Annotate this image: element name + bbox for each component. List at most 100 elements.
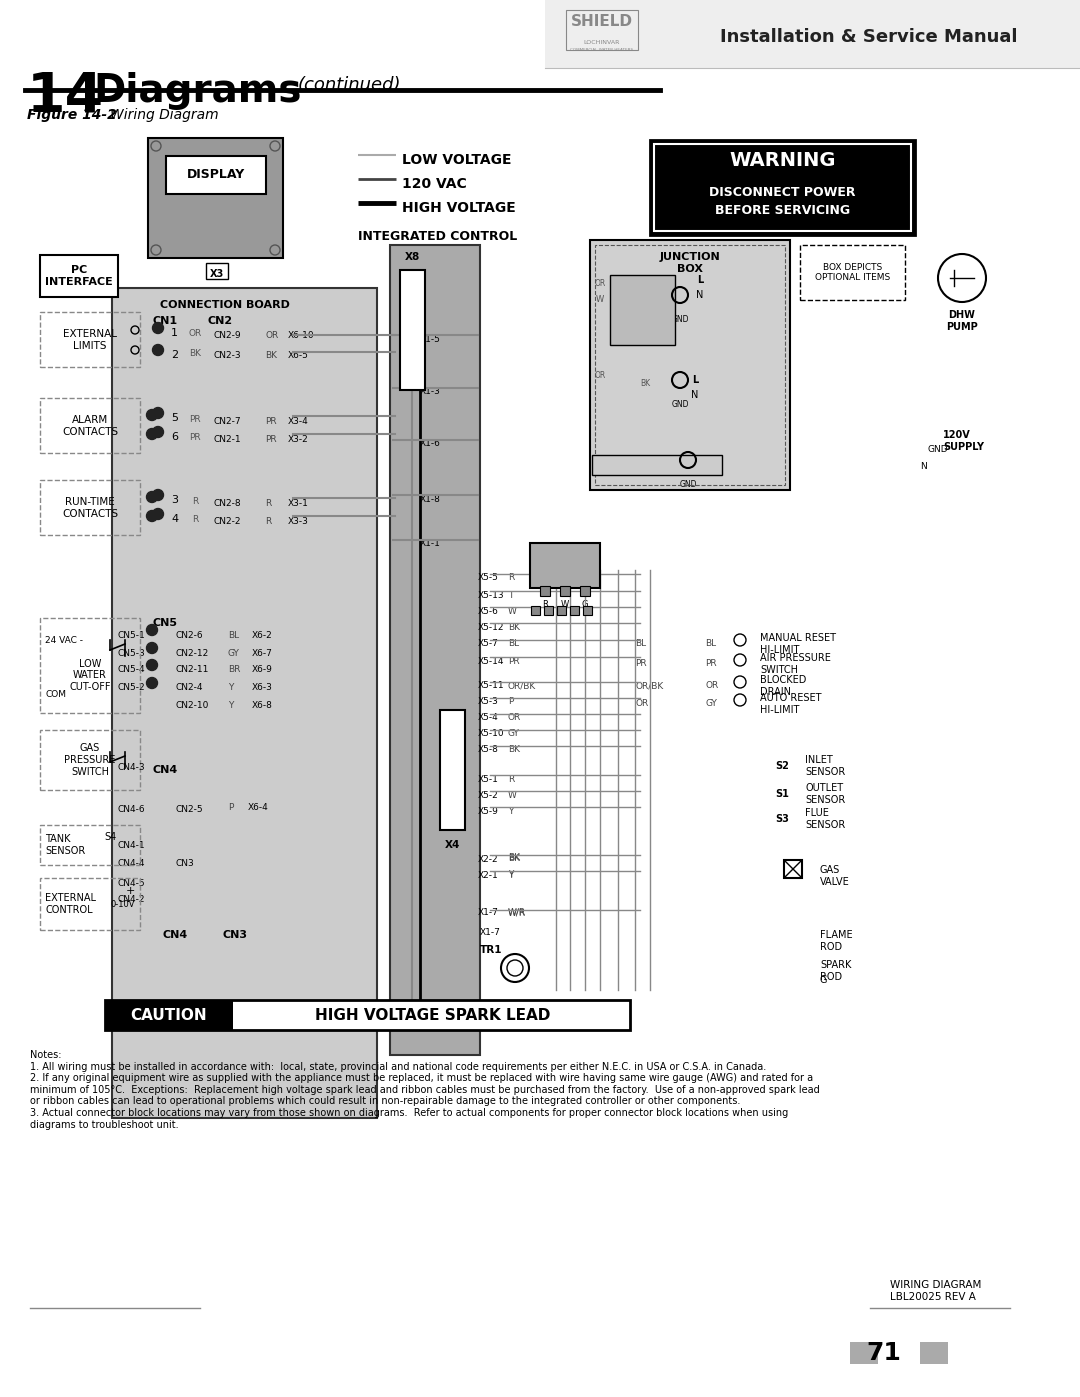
Text: X1-6: X1-6 bbox=[419, 440, 441, 448]
Text: OR: OR bbox=[188, 330, 202, 338]
Text: W: W bbox=[626, 296, 634, 305]
Text: BK: BK bbox=[508, 623, 519, 631]
Text: G: G bbox=[582, 599, 589, 609]
Text: G: G bbox=[820, 975, 827, 985]
Bar bbox=[531, 606, 540, 615]
Text: AUTO RESET
HI-LIMIT: AUTO RESET HI-LIMIT bbox=[760, 693, 822, 715]
Text: PR: PR bbox=[635, 659, 647, 669]
Text: R: R bbox=[508, 774, 514, 784]
Text: X3-1: X3-1 bbox=[288, 499, 309, 507]
Text: CN5-1: CN5-1 bbox=[118, 630, 146, 640]
Bar bbox=[440, 710, 465, 830]
Text: CN4-5: CN4-5 bbox=[118, 879, 146, 887]
Text: CN5: CN5 bbox=[152, 617, 177, 629]
Text: CN3: CN3 bbox=[222, 930, 247, 940]
Text: OR/BK: OR/BK bbox=[508, 682, 537, 690]
Text: Notes:
1. All wiring must be installed in accordance with:  local, state, provin: Notes: 1. All wiring must be installed i… bbox=[30, 1051, 820, 1130]
Text: Diagrams: Diagrams bbox=[93, 73, 301, 110]
Text: FLUE
SENSOR: FLUE SENSOR bbox=[805, 809, 846, 830]
Text: X6-3: X6-3 bbox=[252, 683, 273, 693]
Bar bbox=[566, 10, 638, 50]
Text: INLET
SENSOR: INLET SENSOR bbox=[805, 756, 846, 777]
Text: OR: OR bbox=[635, 700, 648, 708]
Text: LOW VOLTAGE: LOW VOLTAGE bbox=[402, 154, 512, 168]
Text: R: R bbox=[508, 574, 514, 583]
Text: CONNECTION BOARD: CONNECTION BOARD bbox=[160, 300, 289, 310]
Text: SHIELD: SHIELD bbox=[571, 14, 633, 29]
Text: X1-5: X1-5 bbox=[419, 334, 441, 344]
Bar bbox=[40, 826, 140, 865]
Circle shape bbox=[147, 510, 158, 521]
Text: CN4: CN4 bbox=[152, 766, 177, 775]
Text: PC
INTERFACE: PC INTERFACE bbox=[45, 265, 113, 286]
Text: W: W bbox=[596, 296, 604, 305]
Text: DHW
PUMP: DHW PUMP bbox=[946, 310, 977, 331]
Text: R: R bbox=[192, 496, 198, 506]
Text: L: L bbox=[697, 275, 703, 285]
Text: X6-4: X6-4 bbox=[248, 803, 269, 813]
Text: CN5-4: CN5-4 bbox=[118, 665, 146, 675]
Text: RUN-TIME
CONTACTS: RUN-TIME CONTACTS bbox=[62, 497, 118, 518]
Text: PR: PR bbox=[705, 659, 717, 669]
Text: S3: S3 bbox=[775, 814, 788, 824]
Text: L: L bbox=[692, 374, 698, 386]
Text: X5-5: X5-5 bbox=[478, 574, 499, 583]
Bar bbox=[850, 1343, 878, 1363]
Circle shape bbox=[152, 509, 163, 520]
Text: S1: S1 bbox=[775, 789, 788, 799]
Text: X1-7: X1-7 bbox=[478, 908, 499, 916]
Text: BK: BK bbox=[640, 455, 650, 464]
Bar bbox=[561, 585, 570, 597]
Bar bbox=[40, 731, 140, 789]
Text: X6-7: X6-7 bbox=[252, 648, 273, 658]
Text: LBL20025 REV A: LBL20025 REV A bbox=[890, 1292, 976, 1302]
Bar bbox=[583, 606, 592, 615]
Bar bbox=[592, 455, 723, 475]
Text: BK: BK bbox=[508, 854, 519, 862]
Bar bbox=[530, 543, 600, 588]
Text: 5: 5 bbox=[171, 414, 178, 423]
Bar bbox=[580, 585, 590, 597]
Bar bbox=[540, 585, 550, 597]
Text: BL: BL bbox=[635, 640, 646, 648]
Circle shape bbox=[270, 141, 280, 151]
Text: W/R: W/R bbox=[508, 908, 526, 916]
Text: N: N bbox=[691, 390, 699, 400]
Bar bbox=[610, 275, 675, 345]
Text: R: R bbox=[265, 517, 271, 527]
Text: BL: BL bbox=[705, 640, 716, 648]
Text: Y: Y bbox=[508, 870, 513, 880]
Text: CN5-3: CN5-3 bbox=[118, 648, 146, 658]
Bar bbox=[800, 244, 905, 300]
Text: LOW
WATER
CUT-OFF: LOW WATER CUT-OFF bbox=[69, 659, 111, 692]
Bar bbox=[595, 244, 785, 485]
Text: 14: 14 bbox=[27, 70, 104, 124]
Text: X5-9: X5-9 bbox=[478, 806, 499, 816]
Text: X5-12: X5-12 bbox=[478, 623, 504, 631]
Text: AIR PRESSURE
SWITCH: AIR PRESSURE SWITCH bbox=[760, 654, 831, 675]
Bar bbox=[40, 877, 140, 930]
Text: Figure 14-2: Figure 14-2 bbox=[27, 108, 122, 122]
Text: CN4: CN4 bbox=[162, 930, 188, 940]
Text: OR: OR bbox=[508, 714, 522, 722]
Text: BL: BL bbox=[228, 630, 239, 640]
Circle shape bbox=[147, 492, 158, 503]
Text: WIRING DIAGRAM: WIRING DIAGRAM bbox=[890, 1280, 982, 1289]
Text: X1-7: X1-7 bbox=[480, 928, 501, 937]
Circle shape bbox=[152, 426, 163, 437]
Circle shape bbox=[152, 489, 163, 500]
Text: CN2-12: CN2-12 bbox=[175, 648, 208, 658]
Text: BK: BK bbox=[265, 352, 276, 360]
Circle shape bbox=[147, 409, 158, 420]
Bar bbox=[545, 0, 1080, 68]
Text: OR: OR bbox=[594, 278, 606, 288]
Text: X3-4: X3-4 bbox=[288, 416, 309, 426]
Bar bbox=[112, 288, 377, 1118]
Bar bbox=[206, 263, 228, 279]
Text: BLOWER: BLOWER bbox=[540, 556, 590, 566]
Circle shape bbox=[147, 429, 158, 440]
Text: X3-2: X3-2 bbox=[288, 436, 309, 444]
Bar bbox=[654, 144, 912, 231]
Text: W/R: W/R bbox=[508, 909, 526, 918]
Text: X5-4: X5-4 bbox=[478, 714, 499, 722]
